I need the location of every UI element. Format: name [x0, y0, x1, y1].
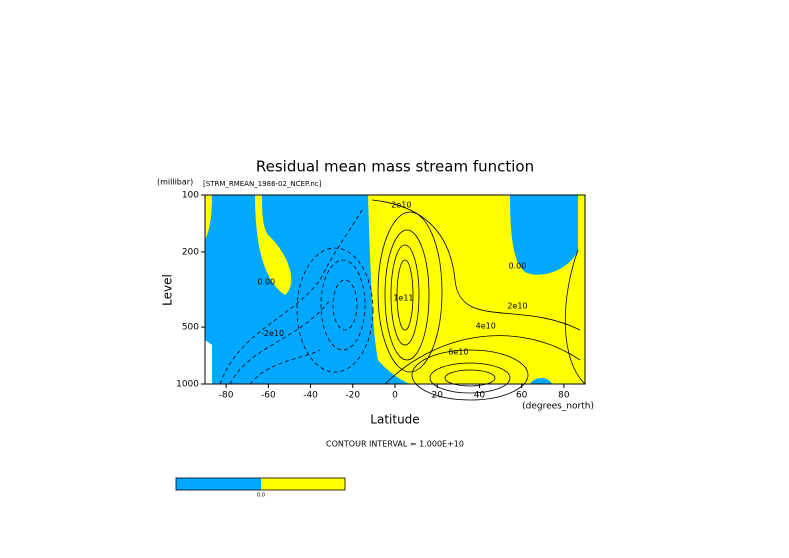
y-unit: (millibar) — [157, 178, 193, 187]
negative-region — [205, 195, 410, 384]
x-unit: (degrees_north) — [522, 402, 594, 412]
x-axis-label: Latitude — [370, 413, 419, 427]
x-tick-label: -80 — [219, 391, 234, 401]
colorbar-negative — [176, 478, 261, 490]
contour-label: 1e11 — [393, 294, 413, 303]
colorbar-positive — [261, 478, 345, 490]
x-tick-label: -20 — [345, 391, 360, 401]
missing-region — [205, 340, 212, 384]
negative-region — [510, 195, 578, 275]
subtitle: [STRM_RMEAN_1986-02_NCEP.nc] — [203, 180, 322, 188]
x-tick-label: -40 — [303, 391, 318, 401]
colorbar-label: 0.0 — [257, 493, 265, 499]
x-tick-label: 40 — [474, 391, 486, 401]
x-tick-label: 0 — [392, 391, 398, 401]
contour-label: 2e10 — [391, 201, 411, 210]
negative-contours — [219, 209, 374, 385]
y-tick-label: 200 — [182, 247, 199, 257]
x-tick-label: 80 — [558, 391, 570, 401]
y-axis-label: Level — [161, 274, 175, 306]
negative-region — [530, 378, 552, 384]
x-tick-label: -60 — [261, 391, 276, 401]
y-tick-label: 100 — [182, 191, 199, 201]
contour-label: -2e10 — [261, 329, 284, 338]
contour-label: 6e10 — [448, 347, 468, 356]
x-tick-label: 20 — [431, 391, 443, 401]
contour-label: 2e10 — [507, 301, 527, 310]
colorbar-frame — [175, 477, 346, 491]
contour-label: 0.00 — [509, 262, 527, 271]
footer: CONTOUR INTERVAL = 1.000E+10 — [326, 440, 464, 449]
contour-label: 4e10 — [476, 321, 496, 330]
contour-label: 0.00 — [257, 277, 275, 286]
y-tick-label: 500 — [182, 323, 199, 333]
y-tick-label: 1000 — [176, 380, 199, 390]
chart-title: Residual mean mass stream function — [256, 158, 534, 176]
x-tick-label: 60 — [516, 391, 528, 401]
positive-contours — [371, 199, 586, 401]
